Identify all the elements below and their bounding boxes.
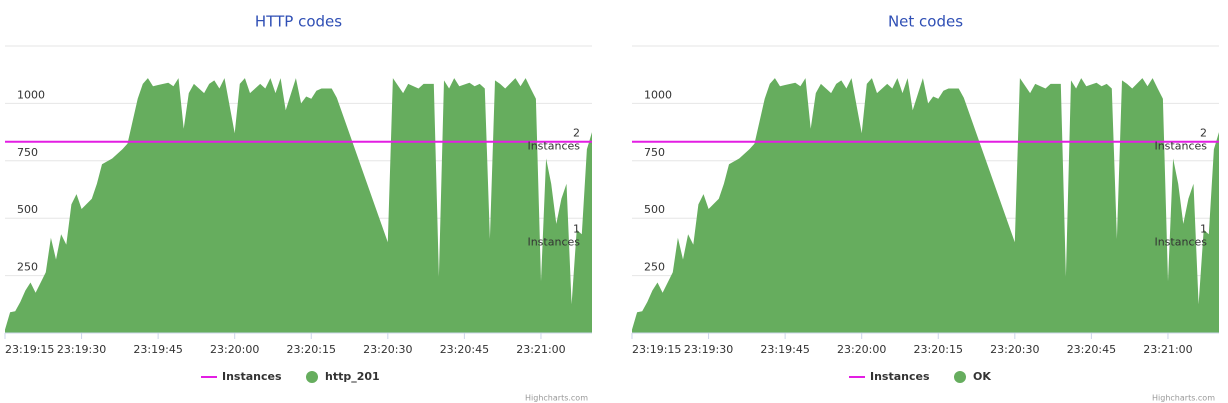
x-tick-label: 23:21:00 — [516, 343, 565, 356]
annotation: 1 — [573, 222, 580, 235]
annotation: Instances — [527, 235, 580, 248]
annotation: Instances — [527, 140, 580, 153]
y-tick-label: 750 — [644, 146, 665, 159]
legend-label[interactable]: Instances — [222, 370, 282, 383]
x-tick-label: 23:19:45 — [133, 343, 182, 356]
x-tick-label: 23:19:15 — [5, 343, 54, 356]
x-tick-label: 23:19:30 — [57, 343, 106, 356]
chart-title: Net codes — [888, 13, 963, 31]
chart-title: HTTP codes — [255, 13, 342, 31]
annotation: Instances — [1154, 235, 1207, 248]
credits[interactable]: Highcharts.com — [525, 394, 588, 403]
area — [632, 78, 1219, 333]
x-tick-label: 23:19:45 — [760, 343, 809, 356]
area — [5, 78, 592, 333]
annotation: 2 — [1200, 127, 1207, 140]
legend-label[interactable]: OK — [973, 370, 991, 383]
y-tick-label: 1000 — [17, 88, 45, 101]
legend-label[interactable]: Instances — [870, 370, 930, 383]
annotation: 2 — [573, 127, 580, 140]
x-tick-label: 23:21:00 — [1143, 343, 1192, 356]
annotation: 1 — [1200, 222, 1207, 235]
y-tick-label: 250 — [17, 261, 38, 274]
y-tick-label: 250 — [644, 261, 665, 274]
x-tick-label: 23:20:15 — [914, 343, 963, 356]
legend-label[interactable]: http_201 — [325, 370, 380, 383]
y-tick-label: 500 — [17, 203, 38, 216]
legend-symbol[interactable] — [306, 371, 318, 383]
x-tick-label: 23:20:45 — [1067, 343, 1116, 356]
x-tick-label: 23:20:15 — [287, 343, 336, 356]
y-tick-label: 750 — [17, 146, 38, 159]
x-tick-label: 23:19:15 — [632, 343, 681, 356]
legend-symbol[interactable] — [954, 371, 966, 383]
x-tick-label: 23:19:30 — [684, 343, 733, 356]
annotation: Instances — [1154, 140, 1207, 153]
x-tick-label: 23:20:00 — [210, 343, 259, 356]
y-tick-label: 500 — [644, 203, 665, 216]
x-tick-label: 23:20:30 — [363, 343, 412, 356]
x-tick-label: 23:20:45 — [440, 343, 489, 356]
y-tick-label: 1000 — [644, 88, 672, 101]
credits[interactable]: Highcharts.com — [1152, 394, 1215, 403]
x-tick-label: 23:20:00 — [837, 343, 886, 356]
x-tick-label: 23:20:30 — [990, 343, 1039, 356]
